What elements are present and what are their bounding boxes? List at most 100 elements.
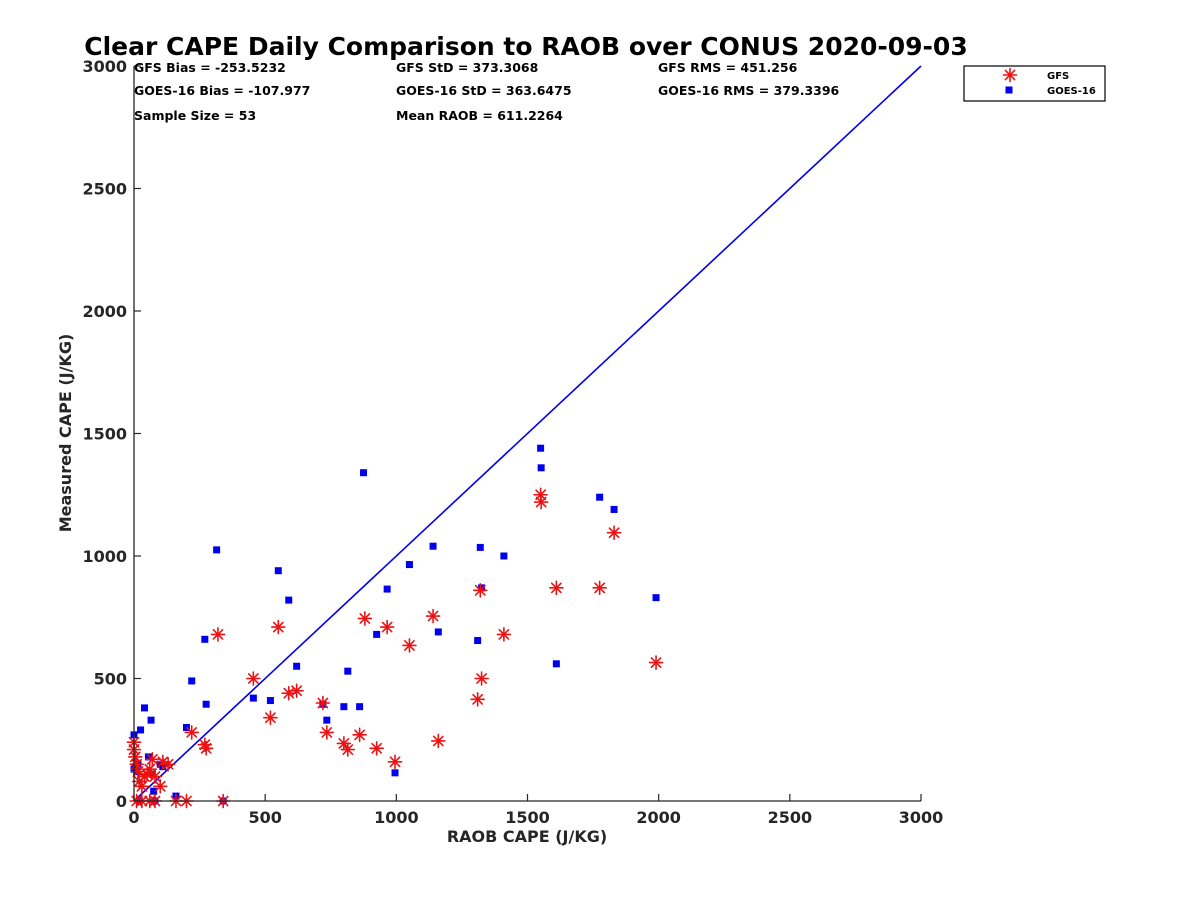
gfs-point: [352, 727, 367, 743]
x-axis-ticks: 0 500 1000 1500 2000 2500 3000: [128, 794, 943, 827]
y-tick-label: 2500: [82, 180, 127, 199]
goes16-point: [249, 694, 257, 702]
goes16-point: [537, 444, 545, 452]
stat-sample-size: Sample Size = 53: [134, 108, 256, 123]
legend-gfs-marker: [1002, 67, 1018, 83]
gfs-point: [533, 494, 549, 510]
gfs-point: [470, 692, 485, 707]
gfs-point: [496, 627, 512, 642]
gfs-point: [425, 608, 441, 624]
y-tick-label: 3000: [82, 57, 127, 76]
gfs-point: [606, 525, 622, 541]
goes16-point: [373, 630, 381, 638]
y-tick-label: 1500: [82, 425, 127, 444]
goes16-point: [137, 726, 145, 734]
goes16-point: [537, 464, 545, 472]
gfs-point: [315, 695, 331, 711]
goes16-point: [188, 677, 196, 685]
one-to-one-line: [133, 65, 922, 802]
gfs-point: [134, 778, 150, 794]
legend: GFS GOES-16: [963, 65, 1106, 102]
x-tick-label: 1000: [374, 808, 419, 827]
gfs-point: [152, 778, 168, 794]
goes16-point: [340, 703, 348, 711]
gfs-point: [336, 736, 352, 751]
goes16-point: [213, 546, 221, 554]
stat-gfs-rms: GFS RMS = 451.256: [658, 60, 798, 75]
stat-mean-raob: Mean RAOB = 611.2264: [396, 108, 563, 123]
goes16-point: [383, 585, 391, 593]
legend-goes16-marker: [1005, 86, 1013, 94]
stat-goes-bias: GOES-16 Bias = -107.977: [134, 83, 310, 98]
y-tick-label: 2000: [82, 302, 127, 321]
chart-title: Clear CAPE Daily Comparison to RAOB over…: [84, 32, 967, 61]
stat-goes-std: GOES-16 StD = 363.6475: [396, 83, 572, 98]
goes16-point: [150, 787, 158, 795]
goes16-point: [478, 584, 486, 592]
y-tick-label: 500: [94, 670, 127, 689]
gfs-point: [592, 580, 607, 596]
gfs-point: [319, 725, 335, 740]
gfs-point: [387, 754, 403, 770]
goes16-point: [266, 697, 274, 705]
x-tick-label: 2000: [636, 808, 681, 827]
gfs-point: [198, 741, 214, 756]
gfs-point: [184, 725, 200, 740]
x-tick-label: 1500: [505, 808, 550, 827]
goes16-point: [144, 753, 152, 761]
y-tick-label: 0: [116, 792, 127, 811]
goes16-point: [202, 700, 210, 708]
goes16-point: [405, 561, 413, 569]
gfs-point: [246, 671, 261, 686]
gfs-point: [472, 582, 488, 598]
gfs-point: [549, 580, 564, 596]
x-tick-label: 3000: [899, 808, 944, 827]
gfs-point: [357, 611, 373, 626]
goes16-point: [323, 716, 331, 724]
goes16-legend-square: [1005, 86, 1013, 94]
goes16-point: [147, 716, 155, 724]
stats-block: GFS Bias = -253.5232 GFS StD = 373.3068 …: [134, 60, 840, 123]
gfs-point: [369, 741, 384, 756]
gfs-point: [145, 752, 160, 767]
x-tick-label: 500: [248, 808, 281, 827]
y-axis-label: Measured CAPE (J/KG): [56, 334, 75, 533]
goes16-point: [429, 542, 437, 550]
gfs-point: [270, 619, 286, 635]
legend-gfs-label: GFS: [1047, 71, 1069, 82]
goes16-point: [434, 628, 442, 636]
goes16-point: [356, 703, 364, 711]
gfs-point: [340, 742, 356, 757]
goes16-point: [500, 552, 508, 560]
gfs-point: [648, 655, 664, 670]
gfs-point: [147, 769, 163, 784]
legend-goes16-label: GOES-16: [1047, 86, 1096, 97]
gfs-point: [431, 733, 446, 749]
stat-gfs-std: GFS StD = 373.3068: [396, 60, 538, 75]
gfs-point: [289, 683, 304, 699]
goes16-point: [476, 543, 484, 551]
gfs-point: [474, 671, 489, 686]
gfs-point: [379, 619, 395, 635]
goes16-point: [391, 769, 399, 777]
goes16-point: [285, 596, 293, 604]
goes16-point: [344, 667, 352, 675]
goes16-point: [360, 469, 368, 477]
goes16-point: [293, 662, 301, 670]
y-tick-label: 1000: [82, 547, 127, 566]
goes16-point: [596, 493, 604, 501]
x-axis-label: RAOB CAPE (J/KG): [447, 827, 607, 846]
goes16-point: [552, 660, 560, 668]
goes16-point: [140, 704, 148, 712]
goes16-point: [610, 505, 618, 513]
gfs-point: [402, 638, 417, 653]
stat-gfs-bias: GFS Bias = -253.5232: [134, 60, 286, 75]
goes16-point: [274, 567, 282, 575]
x-tick-label: 0: [128, 808, 139, 827]
gfs-point: [210, 627, 226, 642]
gfs-legend-asterisk: [1002, 67, 1018, 83]
goes16-point: [474, 637, 482, 645]
goes16-point: [201, 635, 209, 643]
legend-box: [963, 65, 1106, 102]
